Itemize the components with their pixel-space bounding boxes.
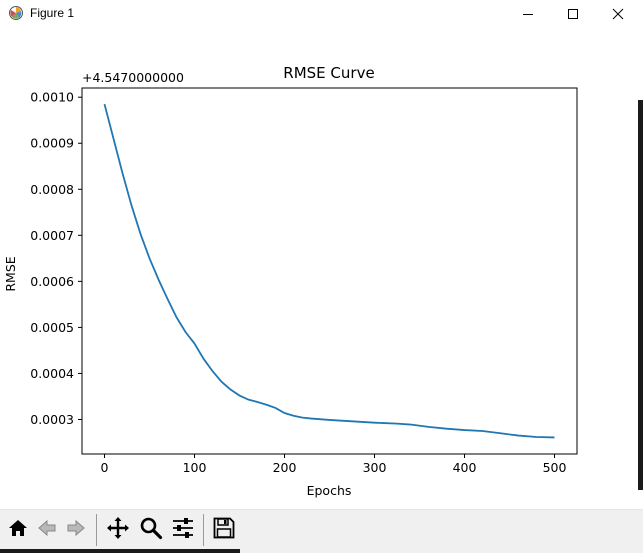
move-icon — [106, 516, 130, 544]
minimize-icon — [522, 5, 534, 24]
x-tick-label: 400 — [453, 460, 477, 475]
chart-title: RMSE Curve — [283, 64, 374, 82]
magnifier-icon — [139, 516, 163, 544]
sliders-icon — [171, 516, 195, 544]
x-tick-label: 200 — [273, 460, 297, 475]
toolbar-separator — [96, 514, 97, 546]
x-tick-label: 100 — [183, 460, 207, 475]
plot-area[interactable]: RMSE Curve +4.5470000000 0 100 200 300 400 50… — [0, 28, 643, 508]
y-tick-label: 0.0010 — [30, 90, 74, 105]
taskbar-edge — [0, 549, 240, 553]
forward-arrow-icon — [65, 517, 87, 543]
x-tick-label: 0 — [101, 460, 109, 475]
y-axis-label: RMSE — [3, 256, 18, 291]
x-axis-label: Epochs — [307, 483, 352, 498]
minimize-button[interactable] — [505, 0, 551, 28]
maximize-icon — [567, 5, 579, 24]
toolbar-separator — [203, 514, 204, 546]
configure-subplots-button[interactable] — [169, 516, 197, 544]
y-offset-label: +4.5470000000 — [82, 70, 184, 85]
y-tick-label: 0.0004 — [30, 366, 74, 381]
x-tick-label: 500 — [543, 460, 567, 475]
y-tick-label: 0.0007 — [30, 228, 74, 243]
axes-frame — [81, 87, 578, 455]
back-arrow-icon — [36, 517, 58, 543]
save-button[interactable] — [210, 516, 238, 544]
figure-canvas[interactable]: RMSE Curve +4.5470000000 0 100 200 300 400 50… — [0, 28, 643, 508]
y-tick-label: 0.0006 — [30, 274, 74, 289]
y-tick-label: 0.0003 — [30, 412, 74, 427]
x-axis: 0 100 200 300 400 500 — [101, 454, 567, 475]
close-icon — [612, 5, 624, 24]
x-tick-label: 300 — [363, 460, 387, 475]
matplotlib-icon — [8, 5, 24, 21]
y-tick-label: 0.0005 — [30, 320, 74, 335]
floppy-icon — [212, 516, 236, 544]
pan-button[interactable] — [104, 516, 132, 544]
window-title: Figure 1 — [30, 6, 75, 20]
y-axis: 0.0003 0.0004 0.0005 0.0006 0.0007 0.0008 0.00… — [30, 90, 82, 427]
rmse-series-line — [103, 103, 555, 439]
y-tick-label: 0.0009 — [30, 136, 74, 151]
navigation-toolbar — [0, 509, 643, 553]
home-icon — [7, 517, 29, 543]
y-tick-label: 0.0008 — [30, 182, 74, 197]
close-button[interactable] — [595, 0, 641, 28]
title-bar[interactable]: Figure 1 — [0, 0, 643, 28]
zoom-button[interactable] — [137, 516, 165, 544]
back-button[interactable] — [33, 516, 61, 544]
background-window-edge — [638, 100, 643, 490]
forward-button[interactable] — [62, 516, 90, 544]
home-button[interactable] — [4, 516, 32, 544]
maximize-button[interactable] — [550, 0, 596, 28]
